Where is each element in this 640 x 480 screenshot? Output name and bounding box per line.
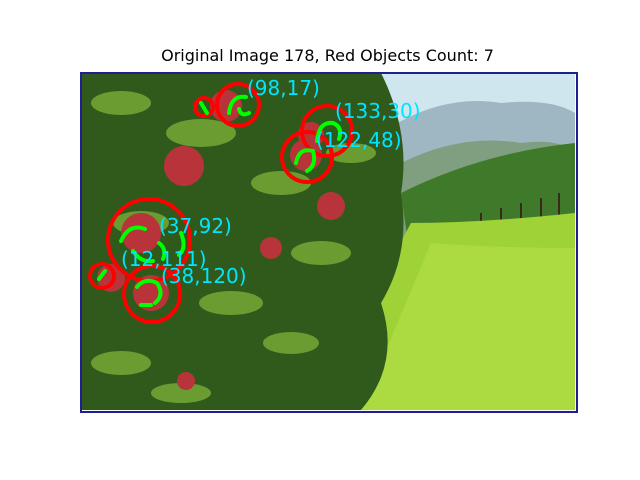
detection-label: (12,111) — [121, 247, 207, 271]
apples — [97, 90, 345, 390]
detection-labels: (98,17) (133,30) (122,48) (37,92) (12,11… — [121, 76, 421, 288]
apple-orchard-image: (98,17) (133,30) (122,48) (37,92) (12,11… — [81, 73, 575, 410]
detection-label: (37,92) — [159, 214, 232, 238]
detection-label: (38,120) — [161, 264, 247, 288]
detection-label: (122,48) — [316, 128, 402, 152]
detection-label: (133,30) — [335, 99, 421, 123]
figure-title: Original Image 178, Red Objects Count: 7 — [161, 46, 494, 65]
detection-contours — [97, 94, 343, 307]
leaf-highlights — [91, 91, 376, 403]
detection-label: (98,17) — [247, 76, 320, 100]
